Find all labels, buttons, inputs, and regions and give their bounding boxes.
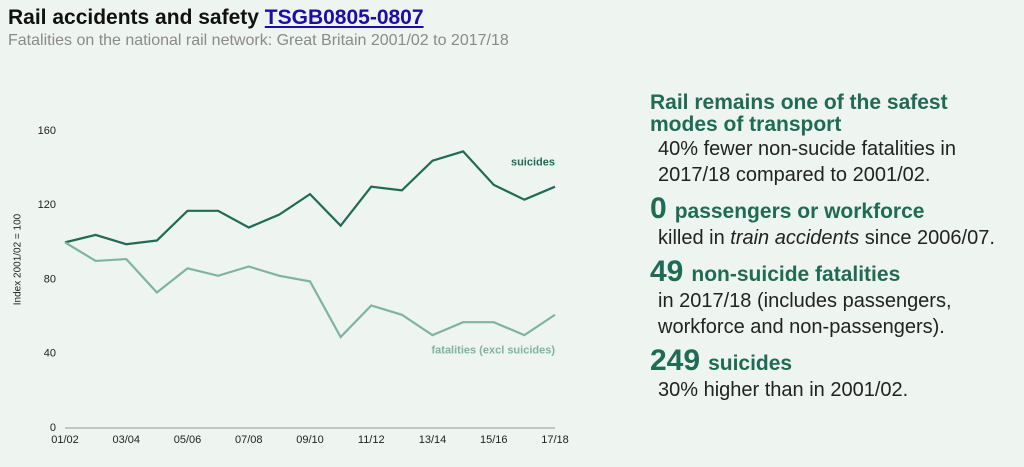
title: Rail accidents and safety TSGB0805-0807: [8, 6, 509, 30]
x-tick-label: 03/04: [112, 434, 140, 446]
x-tick-label: 05/06: [174, 434, 202, 446]
y-tick-label: 120: [38, 199, 56, 211]
fact: 249 suicides 30% higher than in 2001/02.: [650, 346, 1020, 403]
x-tick-label: 15/16: [480, 434, 508, 446]
fact: 49 non-suicide fatalities in 2017/18 (incl…: [650, 257, 1020, 340]
chart: 0 40 80 120 160 Index 2001/02 = 100 01/02 03/04…: [13, 125, 569, 446]
fact-text-part: train accidents: [730, 227, 860, 249]
line: [64, 150, 556, 246]
fact-label: suicides: [708, 352, 793, 375]
x-tick-label: 01/02: [51, 434, 79, 446]
series-label: fatalities (excl suicides): [432, 345, 556, 357]
fact-text-part: since 2006/07.: [864, 227, 995, 249]
y-tick-label: 0: [50, 422, 56, 434]
line: [64, 241, 556, 339]
y-tick-label: 80: [44, 273, 56, 285]
fact-text-part: killed in: [658, 227, 725, 249]
header: Rail accidents and safety TSGB0805-0807 …: [8, 6, 509, 50]
fact-text-part: 30% higher than in 2001/02.: [658, 379, 909, 401]
fact-number: 249: [650, 344, 701, 377]
x-tick-label: 13/14: [419, 434, 447, 446]
title-text: Rail accidents and safety: [8, 6, 259, 29]
fact-number: 49: [650, 255, 684, 288]
fact-text: killed in train accidents since 2006/07.: [658, 225, 1020, 251]
subtitle: Fatalities on the national rail network:…: [8, 32, 509, 49]
fact-headline: 49 non-suicide fatalities: [650, 257, 1020, 288]
y-axis-label: Index 2001/02 = 100: [13, 213, 24, 305]
x-tick-label: 17/18: [541, 434, 569, 446]
fact: 0 passengers or workforce killed in train …: [650, 194, 1020, 251]
x-tick-label: 07/08: [235, 434, 263, 446]
facts: Rail remains one of the safest modes of …: [650, 92, 1020, 403]
fact-headline: 0 passengers or workforce: [650, 194, 1020, 225]
y-tick-label: 40: [44, 348, 56, 360]
facts-heading: Rail remains one of the safest modes of …: [650, 91, 948, 136]
link[interactable]: TSGB0805-0807: [264, 6, 424, 29]
fact-list: 0 passengers or workforce killed in train …: [650, 194, 1020, 403]
fact-text: in 2017/18 (includes passengers, workfor…: [658, 288, 1020, 340]
fact-text-part: in 2017/18 (includes passengers, workfor…: [658, 290, 952, 338]
x-tick-label: 11/12: [358, 434, 385, 446]
fact-label: non-suicide fatalities: [691, 263, 901, 286]
x-tick-label: 09/10: [296, 434, 324, 446]
fact-text: 30% higher than in 2001/02.: [658, 377, 1020, 403]
fact-headline: 249 suicides: [650, 346, 1020, 377]
fact-label: passengers or workforce: [674, 200, 925, 223]
fact-number: 0: [650, 192, 667, 225]
y-tick-label: 160: [38, 125, 56, 137]
facts-text: 40% fewer non-sucide fatalities in 2017/…: [658, 138, 956, 186]
series-label: suicides: [511, 157, 555, 169]
